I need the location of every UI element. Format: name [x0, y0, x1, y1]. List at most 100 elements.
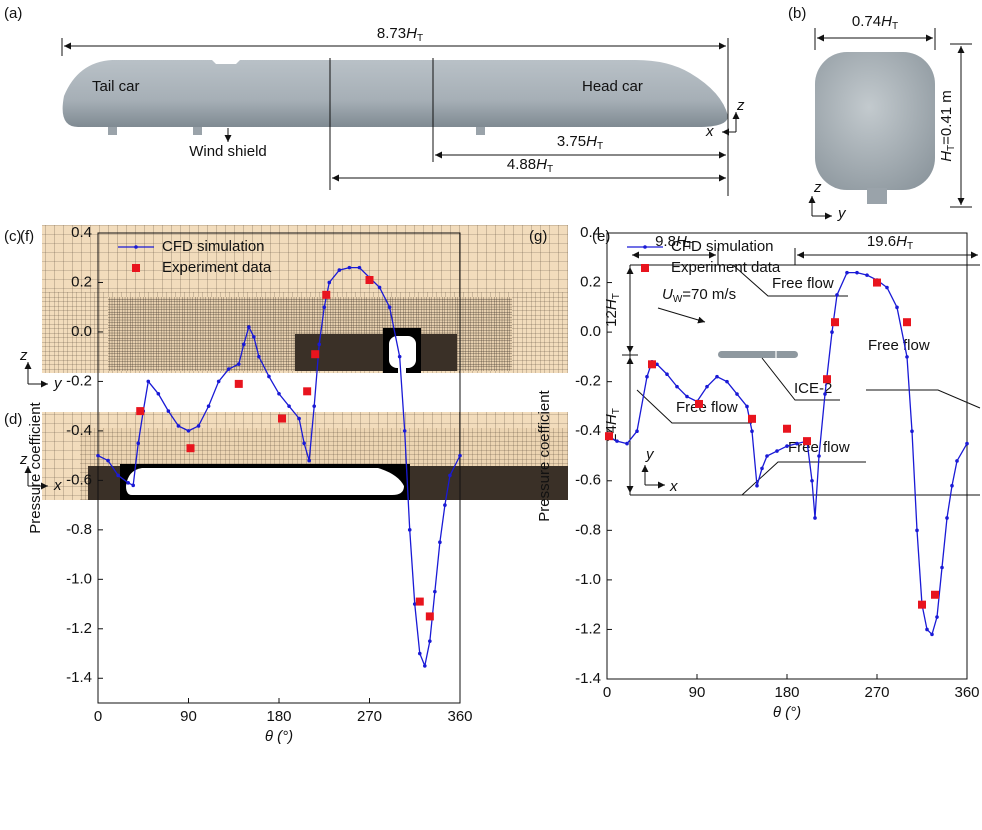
exp-point — [605, 432, 613, 440]
cfd-point — [227, 367, 231, 371]
exp-point — [695, 400, 703, 408]
y-tick-label: -0.2 — [575, 373, 601, 390]
y-tick-label: -0.2 — [66, 372, 92, 389]
axis-label: x — [705, 123, 714, 140]
cfd-point — [905, 355, 909, 359]
cfd-point — [237, 362, 241, 366]
tail-car: Tail car — [92, 78, 140, 95]
exp-point — [278, 415, 286, 423]
free-flow: Free flow — [676, 399, 738, 416]
y-tick-label: -1.0 — [575, 571, 601, 588]
exp-point — [803, 437, 811, 445]
panel-b: (b) 0.74HT HT=0.41 m z y — [788, 5, 972, 222]
y-tick-label: -0.6 — [66, 471, 92, 488]
cfd-point — [257, 355, 261, 359]
x-tick-label: 90 — [689, 684, 706, 701]
dim-label: 12HT — [603, 293, 622, 327]
y-tick-label: -1.4 — [575, 670, 601, 687]
cfd-point — [217, 380, 221, 384]
axis-label: z — [736, 97, 745, 114]
cfd-point — [207, 404, 211, 408]
cfd-point — [823, 392, 827, 396]
y-axis-label: Pressure coefficient — [27, 401, 44, 533]
dim-symbol: H — [603, 414, 620, 425]
exp-point — [823, 375, 831, 383]
cfd-point — [408, 528, 412, 532]
train-front — [815, 52, 935, 190]
dim-suffix: =70 m/s — [682, 286, 736, 303]
exp-point — [873, 279, 881, 287]
dim-subscript: T — [907, 241, 913, 252]
cfd-point — [167, 409, 171, 413]
cfd-point — [845, 271, 849, 275]
x-tick-label: 180 — [266, 708, 291, 725]
exp-point — [426, 612, 434, 620]
panel-label: (g) — [529, 228, 547, 245]
y-tick-label: -0.8 — [575, 521, 601, 538]
figure: (a) Tail car Head car Wind shield 8.73HT… — [0, 0, 982, 825]
exp-point — [931, 591, 939, 599]
cfd-point — [930, 633, 934, 637]
dim-number: 4.88 — [507, 156, 536, 173]
cfd-point — [312, 404, 316, 408]
cfd-point — [685, 395, 689, 399]
exp-point — [303, 387, 311, 395]
legend-square — [641, 264, 649, 272]
cfd-point — [267, 375, 271, 379]
dim-number: 12 — [603, 310, 620, 327]
panel-a: (a) Tail car Head car Wind shield 8.73HT… — [4, 5, 745, 196]
dim-symbol: U — [662, 286, 673, 303]
cfd-point — [817, 454, 821, 458]
cfd-point — [745, 405, 749, 409]
dim-subscript: T — [611, 408, 622, 414]
exp-point — [918, 601, 926, 609]
leader — [742, 462, 866, 495]
cfd-point — [157, 392, 161, 396]
axis-label: x — [669, 478, 678, 495]
x-tick-label: 180 — [774, 684, 799, 701]
cfd-point — [940, 566, 944, 570]
cfd-point — [428, 639, 432, 643]
cfd-line — [607, 273, 967, 635]
dim-subscript: T — [611, 293, 622, 299]
cfd-point — [760, 467, 764, 471]
y-tick-label: 0.4 — [71, 224, 92, 241]
exp-point — [416, 598, 424, 606]
cfd-point — [116, 474, 120, 478]
x-tick-label: 270 — [864, 684, 889, 701]
dim-symbol: H — [881, 13, 892, 30]
chart: (g)Pressure coefficientθ (°)0.40.20.0-0.… — [529, 224, 980, 721]
cfd-point — [955, 459, 959, 463]
cfd-point — [177, 424, 181, 428]
y-tick-label: -1.2 — [66, 620, 92, 637]
cfd-point — [755, 484, 759, 488]
y-tick-label: 0.2 — [71, 273, 92, 290]
cfd-point — [317, 343, 321, 347]
legend-square — [132, 264, 140, 272]
cfd-point — [715, 375, 719, 379]
panel-label: (b) — [788, 5, 806, 22]
cfd-point — [438, 540, 442, 544]
dim-label: 4.88HT — [507, 156, 553, 175]
x-tick-label: 360 — [954, 684, 979, 701]
cfd-point — [348, 266, 352, 270]
exp-point — [136, 407, 144, 415]
x-tick-label: 270 — [357, 708, 382, 725]
dim-symbol: H — [938, 151, 955, 162]
cfd-point — [925, 628, 929, 632]
dim-number: 0.74 — [852, 13, 881, 30]
cfd-point — [635, 429, 639, 433]
y-tick-label: 0.0 — [71, 323, 92, 340]
axis-label: z — [19, 347, 28, 364]
legend-label: CFD simulation — [162, 238, 265, 255]
dim-subscript: T — [892, 21, 898, 32]
dim-number: 8.73 — [377, 25, 406, 42]
dim-number: 3.75 — [557, 133, 586, 150]
axis-label: x — [53, 477, 62, 494]
legend-dot — [134, 245, 138, 249]
cfd-point — [322, 305, 326, 309]
y-tick-label: -1.2 — [575, 620, 601, 637]
cfd-point — [705, 385, 709, 389]
panel-label: (a) — [4, 5, 22, 22]
cfd-point — [448, 474, 452, 478]
